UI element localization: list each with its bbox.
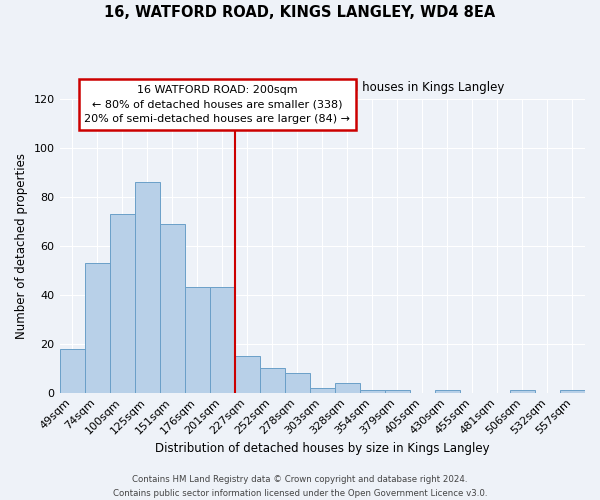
Bar xyxy=(435,390,460,392)
Bar xyxy=(209,288,235,393)
Bar xyxy=(285,373,310,392)
Bar xyxy=(110,214,134,392)
Bar xyxy=(134,182,160,392)
X-axis label: Distribution of detached houses by size in Kings Langley: Distribution of detached houses by size … xyxy=(155,442,490,455)
Bar xyxy=(235,356,260,393)
Bar xyxy=(385,390,410,392)
Y-axis label: Number of detached properties: Number of detached properties xyxy=(15,153,28,339)
Bar xyxy=(85,263,110,392)
Bar xyxy=(560,390,585,392)
Text: Contains HM Land Registry data © Crown copyright and database right 2024.
Contai: Contains HM Land Registry data © Crown c… xyxy=(113,476,487,498)
Title: Size of property relative to detached houses in Kings Langley: Size of property relative to detached ho… xyxy=(140,81,504,94)
Text: 16 WATFORD ROAD: 200sqm
← 80% of detached houses are smaller (338)
20% of semi-d: 16 WATFORD ROAD: 200sqm ← 80% of detache… xyxy=(84,84,350,124)
Bar xyxy=(160,224,185,392)
Bar xyxy=(59,348,85,393)
Bar xyxy=(185,288,209,393)
Bar xyxy=(335,383,360,392)
Bar xyxy=(360,390,385,392)
Bar xyxy=(260,368,285,392)
Bar xyxy=(310,388,335,392)
Text: 16, WATFORD ROAD, KINGS LANGLEY, WD4 8EA: 16, WATFORD ROAD, KINGS LANGLEY, WD4 8EA xyxy=(104,5,496,20)
Bar xyxy=(510,390,535,392)
